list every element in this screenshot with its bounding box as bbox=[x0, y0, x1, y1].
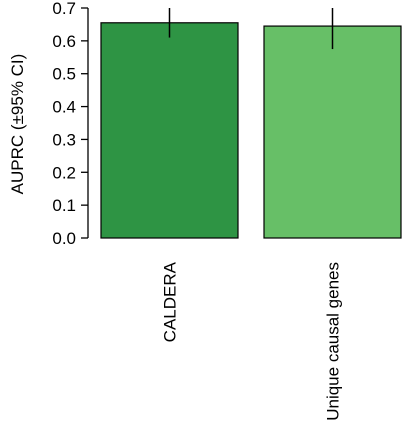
bars-group bbox=[100, 22, 402, 239]
y-tick-label: 0.6 bbox=[52, 32, 76, 51]
y-tick-label: 0.7 bbox=[52, 0, 76, 18]
y-tick-label: 0.3 bbox=[52, 130, 76, 149]
bar-unique-causal-genes bbox=[263, 25, 402, 239]
y-tick-label: 0.0 bbox=[52, 229, 76, 248]
x-tick-labels: CALDERA Unique causal genes bbox=[161, 261, 343, 420]
y-tick-label: 0.2 bbox=[52, 163, 76, 182]
x-tick-label: CALDERA bbox=[161, 261, 180, 342]
y-axis: 0.0 0.1 0.2 0.3 0.4 0.5 0.6 0.7 bbox=[52, 0, 89, 248]
x-tick-label: Unique causal genes bbox=[324, 262, 343, 421]
y-tick-label: 0.1 bbox=[52, 196, 76, 215]
error-bars-group bbox=[168, 8, 334, 50]
y-axis-label: AUPRC (±95% CI) bbox=[8, 54, 27, 195]
y-tick-label: 0.4 bbox=[52, 98, 76, 117]
y-tick-label: 0.5 bbox=[52, 65, 76, 84]
bar-caldera bbox=[100, 22, 239, 239]
